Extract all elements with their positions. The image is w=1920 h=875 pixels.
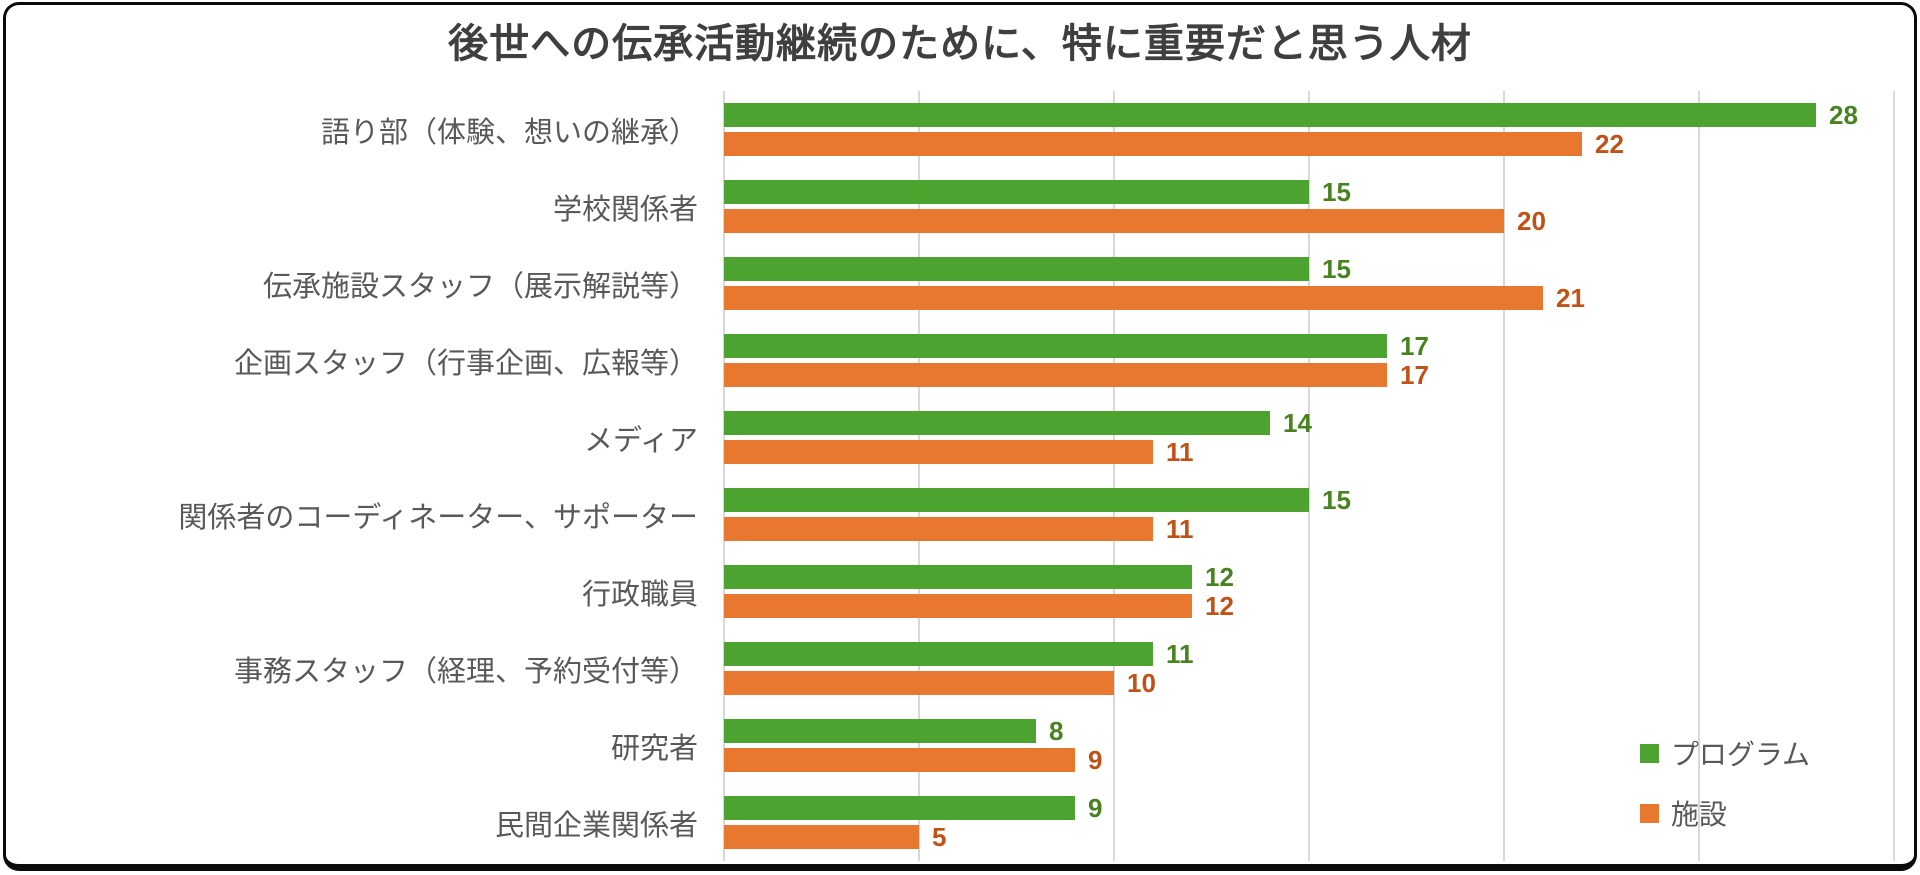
category-label: 事務スタッフ（経理、予約受付等）	[233, 655, 698, 688]
chart-title: 後世への伝承活動継続のために、特に重要だと思う人材	[448, 22, 1472, 66]
category-label: 企画スタッフ（行事企画、広報等）	[233, 347, 698, 380]
bar-row: 15 21	[724, 245, 1894, 322]
bar-row: 28 22	[724, 91, 1894, 168]
bar-施設: 21	[724, 285, 1585, 311]
category-label-row: 語り部（体験、想いの継承）	[6, 91, 710, 168]
bar-row: 14 11	[724, 399, 1894, 476]
value-label: 11	[1166, 514, 1194, 544]
gridline-10	[1112, 91, 1115, 861]
value-label: 12	[1205, 562, 1234, 592]
value-label: 12	[1205, 591, 1234, 621]
category-label-row: 企画スタッフ（行事企画、広報等）	[6, 322, 710, 399]
bar-施設: 11	[724, 516, 1194, 542]
value-label: 15	[1322, 254, 1351, 284]
value-label: 20	[1517, 206, 1546, 236]
gridline-5	[917, 91, 920, 861]
bar-施設: 10	[724, 670, 1156, 696]
gridline-15	[1308, 91, 1310, 861]
category-label: 行政職員	[581, 578, 698, 611]
value-label: 10	[1127, 668, 1156, 698]
plot-area: 28 22 15 20 15 21 17 17 14 11 15 11 12 12 11 10 8 9 9 5 プログ…	[723, 91, 1895, 861]
legend-marker-icon	[1639, 803, 1659, 823]
bar-プログラム: 15	[724, 487, 1351, 513]
bar-row: 17 17	[724, 322, 1894, 399]
bar-施設: 20	[724, 208, 1546, 234]
legend: プログラム 施設	[1639, 733, 1810, 833]
bar-施設: 17	[724, 362, 1429, 388]
value-label: 11	[1166, 639, 1194, 669]
bar-rows-container: 28 22 15 20 15 21 17 17 14 11 15 11 12 12 11 10 8 9 9 5	[724, 91, 1894, 861]
value-label: 17	[1400, 360, 1429, 390]
category-label-row: 伝承施設スタッフ（展示解説等）	[6, 245, 710, 322]
value-label: 11	[1166, 437, 1194, 467]
bar-プログラム: 28	[724, 102, 1858, 128]
category-label: 語り部（体験、想いの継承）	[320, 116, 698, 149]
bar-row: 15 20	[724, 168, 1894, 245]
value-label: 15	[1322, 177, 1351, 207]
bar-プログラム: 14	[724, 410, 1312, 436]
bar-プログラム: 8	[724, 718, 1063, 744]
category-label: 関係者のコーディネーター、サポーター	[178, 501, 698, 534]
category-label: メディア	[584, 424, 698, 457]
value-label: 14	[1283, 408, 1312, 438]
category-label-row: 関係者のコーディネーター、サポーター	[6, 476, 710, 553]
bar-施設: 11	[724, 439, 1194, 465]
value-label: 28	[1829, 100, 1858, 130]
legend-item-施設: 施設	[1639, 793, 1810, 833]
category-label: 伝承施設スタッフ（展示解説等）	[262, 270, 698, 303]
bar-プログラム: 11	[724, 641, 1194, 667]
category-label-row: 民間企業関係者	[6, 784, 710, 861]
legend-label: 施設	[1670, 799, 1727, 830]
value-label: 17	[1400, 331, 1429, 361]
bar-プログラム: 15	[724, 179, 1351, 205]
category-label-row: メディア	[6, 399, 710, 476]
legend-label: プログラム	[1670, 739, 1810, 770]
bar-プログラム: 15	[724, 256, 1351, 282]
category-axis: 語り部（体験、想いの継承） 学校関係者伝承施設スタッフ（展示解説等） 企画スタッフ（…	[6, 91, 710, 861]
bar-施設: 9	[724, 747, 1102, 773]
value-label: 9	[1088, 745, 1103, 775]
value-label: 5	[932, 822, 947, 852]
gridline-25	[1698, 91, 1700, 861]
legend-marker-icon	[1639, 743, 1659, 763]
bar-プログラム: 12	[724, 564, 1234, 590]
category-label-row: 行政職員	[6, 553, 710, 630]
bar-プログラム: 9	[724, 795, 1102, 821]
category-label-row: 研究者	[6, 707, 710, 784]
legend-item-プログラム: プログラム	[1639, 733, 1810, 773]
bar-施設: 22	[724, 131, 1624, 157]
bar-row: 11 10	[724, 630, 1894, 707]
category-label: 学校関係者	[552, 193, 698, 226]
category-label-row: 学校関係者	[6, 168, 710, 245]
gridline-30	[1893, 91, 1895, 861]
value-label: 9	[1088, 793, 1103, 823]
gridline-0	[723, 91, 725, 861]
bar-row: 12 12	[724, 553, 1894, 630]
bar-施設: 5	[724, 824, 946, 850]
gridline-20	[1502, 91, 1505, 861]
value-label: 15	[1322, 485, 1351, 515]
category-label: 研究者	[610, 732, 698, 765]
category-label: 民間企業関係者	[494, 809, 698, 842]
value-label: 21	[1556, 283, 1585, 313]
value-label: 8	[1049, 716, 1064, 746]
bar-施設: 12	[724, 593, 1234, 619]
value-label: 22	[1595, 129, 1624, 159]
chart-frame: 後世への伝承活動継続のために、特に重要だと思う人材 語り部（体験、想いの継承） 学…	[3, 2, 1917, 871]
bar-プログラム: 17	[724, 333, 1429, 359]
bar-row: 15 11	[724, 476, 1894, 553]
category-label-row: 事務スタッフ（経理、予約受付等）	[6, 630, 710, 707]
